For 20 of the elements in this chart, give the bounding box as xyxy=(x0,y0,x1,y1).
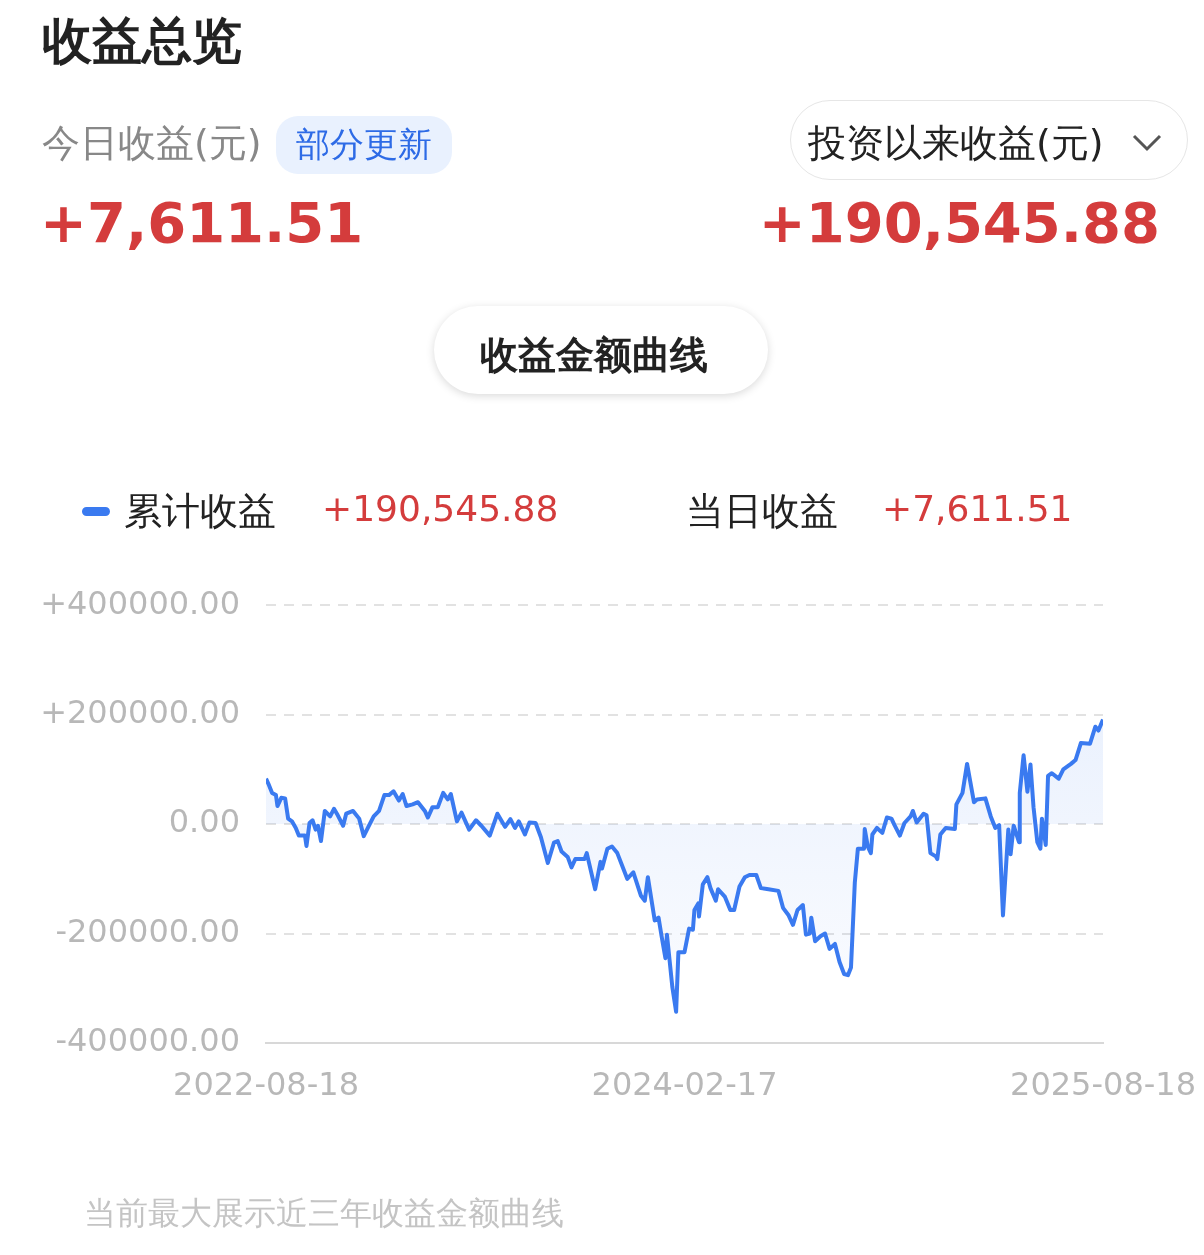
x-tick-label: 2025-08-18 xyxy=(1010,1064,1196,1103)
text: 部分更新 xyxy=(276,116,452,174)
text: +190,545.88 xyxy=(322,488,559,529)
y-tick-label: -200000.00 xyxy=(55,911,240,950)
y-tick-label: -400000.00 xyxy=(55,1021,240,1060)
text: 今日收益(元) xyxy=(42,120,262,167)
x-tick-label: 2022-08-18 xyxy=(173,1064,359,1103)
text: 当日收益 xyxy=(686,488,838,535)
y-tick-label: +200000.00 xyxy=(40,692,240,731)
text: 收益金额曲线 xyxy=(480,332,708,379)
legend-label: 累计收益 xyxy=(124,488,276,535)
text: +7,611.51 xyxy=(882,488,1073,529)
text: +190,545.88 xyxy=(758,190,1160,255)
text: 投资以来收益(元) xyxy=(808,120,1104,167)
y-tick-label: +400000.00 xyxy=(40,583,240,622)
y-tick-label: 0.00 xyxy=(168,802,240,841)
text: 当前最大展示近三年收益金额曲线 xyxy=(84,1193,564,1234)
chart-title: 收益总览 xyxy=(42,11,242,72)
text: +7,611.51 xyxy=(40,190,364,255)
x-tick-label: 2024-02-17 xyxy=(591,1064,778,1103)
